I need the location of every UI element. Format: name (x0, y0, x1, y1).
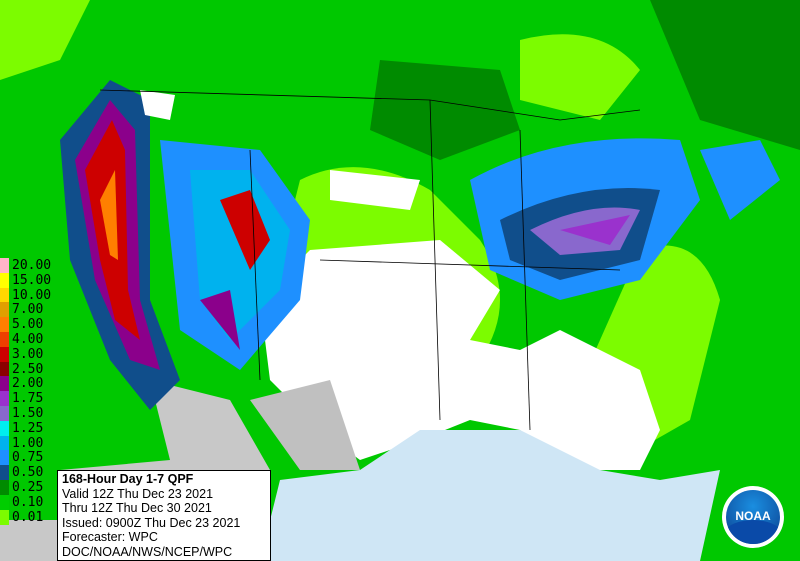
legend-label: 15.00 (12, 272, 52, 288)
legend-swatch (0, 272, 9, 288)
legend-item: 1.25 (0, 420, 60, 436)
legend-item: 1.50 (0, 406, 60, 421)
legend-item: 10.00 (0, 287, 60, 303)
legend-label: 2.00 (12, 376, 44, 392)
legend-item: 0.01 (0, 509, 60, 525)
info-line: DOC/NOAA/NWS/NCEP/WPC (62, 544, 233, 559)
legend-swatch (0, 420, 9, 436)
legend-label: 1.50 (12, 406, 44, 421)
info-box: 168-Hour Day 1-7 QPF Valid 12Z Thu Dec 2… (57, 470, 271, 561)
legend-label: 10.00 (12, 287, 52, 303)
legend-swatch (0, 287, 9, 303)
legend-label: 1.25 (12, 420, 44, 436)
legend-label: 2.50 (12, 361, 44, 377)
legend-swatch (0, 465, 9, 481)
legend-swatch (0, 494, 9, 510)
legend-label: 0.50 (12, 465, 44, 481)
info-lines: Valid 12Z Thu Dec 23 2021 Thru 12Z Thu De… (62, 487, 266, 560)
legend-label: 1.75 (12, 391, 44, 407)
info-line: Thru 12Z Thu Dec 30 2021 (62, 501, 212, 515)
legend-label: 4.00 (12, 332, 44, 347)
legend-swatch (0, 361, 9, 377)
legend-label: 5.00 (12, 317, 44, 333)
legend-swatch (0, 480, 9, 495)
info-line: Forecaster: WPC (62, 530, 158, 544)
legend-item: 0.50 (0, 465, 60, 481)
legend-label: 1.00 (12, 435, 44, 451)
info-line: Issued: 0900Z Thu Dec 23 2021 (62, 515, 241, 530)
legend-label: 0.75 (12, 450, 44, 466)
legend-label: 0.01 (12, 509, 44, 525)
logo-text: NOAA (735, 509, 771, 523)
legend-item: 5.00 (0, 317, 60, 333)
legend-swatch (0, 391, 9, 407)
legend-label: 20.00 (12, 258, 52, 273)
legend-swatch (0, 317, 9, 333)
legend-item: 7.00 (0, 302, 60, 318)
legend-label: 0.25 (12, 480, 44, 495)
legend-swatch (0, 450, 9, 466)
legend-item: 2.50 (0, 361, 60, 377)
legend-swatch (0, 509, 9, 525)
legend-item: 1.75 (0, 391, 60, 407)
logo-wave (726, 520, 780, 544)
legend-item: 0.25 (0, 480, 60, 495)
legend-label: 7.00 (12, 302, 44, 318)
legend-label: 3.00 (12, 346, 44, 362)
legend-swatch (0, 435, 9, 451)
legend-item: 2.00 (0, 376, 60, 392)
logo-disc: NOAA (726, 490, 780, 544)
map-title: 168-Hour Day 1-7 QPF (62, 472, 194, 486)
legend-item: 4.00 (0, 332, 60, 347)
legend-item: 20.00 (0, 258, 60, 273)
legend-swatch (0, 346, 9, 362)
legend-swatch (0, 406, 9, 421)
legend-label: 0.10 (12, 494, 44, 510)
legend-item: 0.75 (0, 450, 60, 466)
legend-swatch (0, 332, 9, 347)
legend-swatch (0, 258, 9, 273)
legend-swatch (0, 302, 9, 318)
legend-item: 3.00 (0, 346, 60, 362)
legend-swatch (0, 376, 9, 392)
noaa-logo: NOAA (722, 486, 784, 548)
legend-item: 1.00 (0, 435, 60, 451)
info-line: Valid 12Z Thu Dec 23 2021 (62, 486, 214, 501)
legend-item: 15.00 (0, 272, 60, 288)
legend-item: 0.10 (0, 494, 60, 510)
